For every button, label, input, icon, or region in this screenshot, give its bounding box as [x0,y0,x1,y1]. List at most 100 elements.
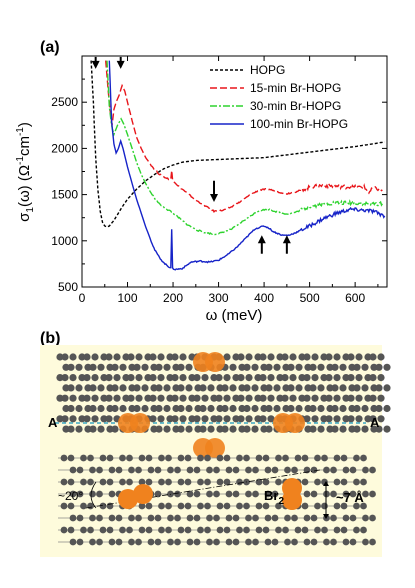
carbon-atom [353,526,360,534]
carbon-atom [377,374,385,382]
carbon-atom [75,384,83,392]
x-tick-label: 100 [118,291,138,305]
carbon-atom [353,425,361,433]
carbon-atom [111,425,119,433]
carbon-atom [126,454,133,462]
carbon-atom [298,374,306,382]
carbon-atom [369,374,377,382]
carbon-atom [113,353,121,361]
carbon-atom [106,526,114,534]
carbon-atom [135,466,142,474]
carbon-atom [177,454,185,462]
carbon-atom [100,374,108,382]
carbon-atom [60,526,68,534]
carbon-atom [167,514,174,522]
carbon-atom [80,502,87,510]
carbon-atom [157,394,165,402]
carbon-atom [314,478,321,486]
carbon-atom [349,490,357,498]
carbon-atom [97,363,105,371]
carbon-atom [303,514,311,522]
carbon-atom [155,363,163,371]
carbon-atom [67,425,75,433]
carbon-atom [361,404,369,413]
carbon-atom [210,374,218,382]
carbon-atom [67,384,75,392]
carbon-atom [201,374,209,382]
carbon-atom [78,394,86,402]
carbon-atom [119,384,127,392]
carbon-atom [225,466,233,474]
carbon-atom [245,394,253,402]
carbon-atom [150,404,158,413]
carbon-atom [282,454,289,462]
carbon-atom [267,374,275,382]
carbon-atom [323,466,330,474]
y-label-sub: 1 [25,207,36,213]
carbon-atom [165,454,172,462]
carbon-atom [355,374,363,382]
carbon-atom [216,502,224,510]
carbon-atom [245,353,253,361]
carbon-atom [100,415,108,423]
carbon-atom [69,394,77,402]
br2-molecule [193,438,225,458]
carbon-atom [144,353,152,361]
x-tick-label: 400 [254,291,274,305]
carbon-atom [243,363,251,371]
carbon-atom [309,384,317,392]
carbon-atom [75,363,83,371]
carbon-atom [166,353,174,361]
carbon-atom [383,363,391,371]
legend-label: 15-min Br-HOPG [250,81,341,95]
carbon-atom [216,384,224,392]
carbon-atom [119,526,126,534]
carbon-atom [174,514,181,522]
carbon-atom [252,538,259,546]
carbon-atom [310,514,318,522]
carbon-atom [321,454,328,462]
graphene-top-view [55,352,391,458]
carbon-atom [383,384,391,392]
carbon-atom [216,478,224,486]
carbon-atom [76,514,84,522]
carbon-atom [364,353,372,361]
carbon-atom [204,454,211,462]
carbon-atom [353,454,360,462]
carbon-atom [287,404,295,413]
carbon-atom [320,353,328,361]
carbon-atom [229,363,237,371]
carbon-atom [199,425,207,433]
carbon-atom [185,425,193,433]
carbon-atom [295,384,303,392]
carbon-atom [262,526,270,534]
carbon-atom [105,415,113,423]
carbon-atom [193,490,201,498]
carbon-atom [163,384,171,392]
carbon-atom [245,374,253,382]
carbon-atom [223,353,231,361]
carbon-atom [207,425,215,433]
carbon-atom [80,526,87,534]
carbon-atom [108,490,116,498]
carbon-atom [355,415,363,423]
carbon-atom [349,466,357,474]
carbon-atom [264,514,272,522]
carbon-atom [213,466,220,474]
carbon-atom [89,384,97,392]
carbon-atom [370,404,378,413]
carbon-atom [310,490,318,498]
carbon-atom [167,538,174,546]
carbon-atom [76,490,84,498]
carbon-atom [223,454,231,462]
carbon-atom [342,514,350,522]
carbon-atom [185,384,193,392]
carbon-atom [238,363,246,371]
carbon-atom [154,514,162,522]
carbon-atom [243,526,250,534]
br2-molecule [118,413,150,433]
carbon-atom [106,384,114,392]
carbon-atom [106,478,114,486]
carbon-atom [375,425,383,433]
carbon-atom [89,490,96,498]
